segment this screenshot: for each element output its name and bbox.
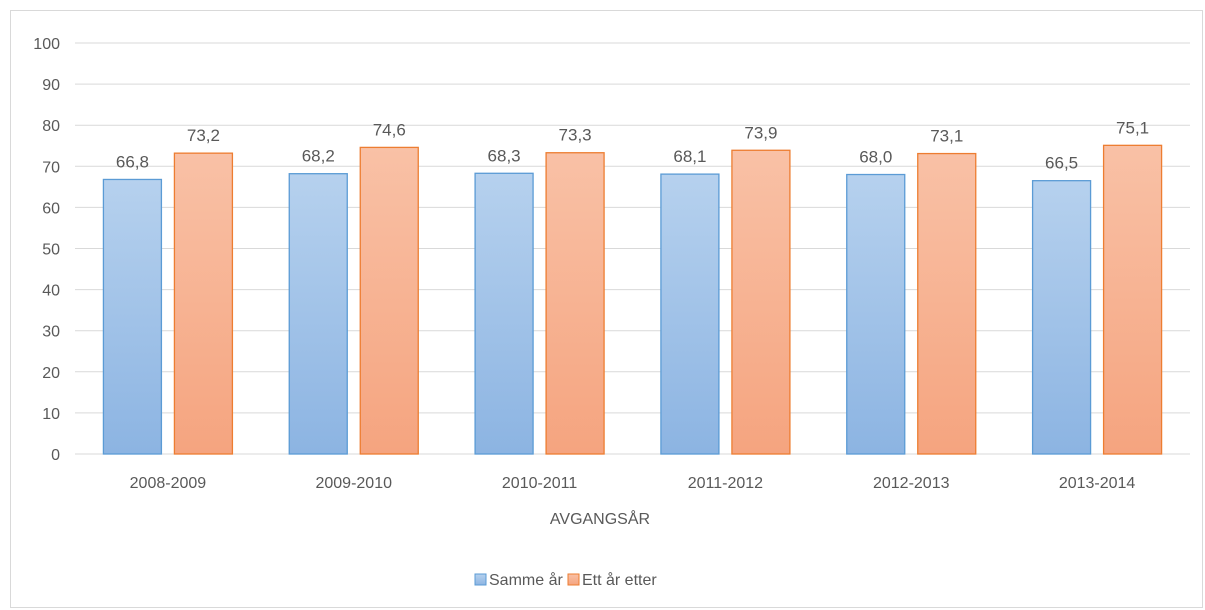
bar-samme-ar [102, 178, 163, 455]
data-label: 66,5 [1045, 154, 1078, 173]
x-tick-label: 2010-2011 [502, 475, 577, 492]
data-label: 68,0 [859, 148, 892, 167]
x-tick-label: 2011-2012 [688, 475, 763, 492]
bar-ett-ar-etter [173, 152, 234, 455]
data-label: 73,1 [930, 127, 963, 146]
bar-ett-ar-etter [359, 146, 419, 455]
data-labels: 66,8 73,2 68,2 74,6 68,3 73,3 68,1 73,9 68,0 73,1… [116, 118, 1149, 172]
data-label: 68,2 [302, 147, 335, 166]
data-label: 74,6 [373, 120, 406, 139]
y-tick-label: 70 [42, 159, 60, 176]
data-label: 68,1 [673, 147, 706, 166]
y-tick-label: 30 [42, 324, 60, 341]
bar-ett-ar-etter [917, 152, 977, 455]
legend-swatch [567, 573, 580, 586]
y-axis-ticks: 0 10 20 30 40 50 60 70 80 90 100 [33, 36, 60, 464]
legend-label: Samme år [489, 571, 563, 589]
bar-ett-ar-etter [545, 152, 605, 455]
bar-samme-ar [288, 173, 348, 455]
x-tick-label: 2008-2009 [130, 475, 207, 492]
data-label: 66,8 [116, 152, 149, 171]
legend-swatch [474, 573, 487, 586]
y-tick-label: 100 [33, 36, 60, 53]
y-tick-label: 10 [42, 406, 60, 423]
data-label: 73,2 [187, 126, 220, 145]
y-tick-label: 80 [42, 118, 60, 135]
y-tick-label: 90 [42, 77, 60, 94]
data-label: 68,3 [488, 146, 521, 165]
x-tick-label: 2012-2013 [873, 475, 950, 492]
y-tick-label: 0 [51, 447, 60, 464]
bar-ett-ar-etter [731, 149, 791, 455]
gridlines [75, 42, 1190, 455]
y-tick-label: 20 [42, 365, 60, 382]
data-label: 75,1 [1116, 118, 1149, 137]
legend-label: Ett år etter [582, 571, 657, 589]
x-tick-label: 2013-2014 [1059, 475, 1136, 492]
y-tick-label: 60 [42, 200, 60, 217]
x-axis-title: AVGANGSÅR [550, 509, 650, 528]
bars [102, 144, 1163, 455]
bar-samme-ar [1031, 180, 1092, 455]
x-axis-ticks: 2008-2009 2009-2010 2010-2011 2011-2012 2012… [130, 475, 1136, 492]
bar-samme-ar [474, 172, 534, 455]
bar-ett-ar-etter [1102, 144, 1163, 455]
bar-samme-ar [660, 173, 720, 455]
data-label: 73,3 [559, 126, 592, 145]
y-tick-label: 40 [42, 283, 60, 300]
data-label: 73,9 [744, 123, 777, 142]
x-tick-label: 2009-2010 [315, 475, 392, 492]
bar-samme-ar [846, 173, 906, 455]
legend: Samme år Ett år etter [474, 571, 657, 589]
y-tick-label: 50 [42, 242, 60, 259]
